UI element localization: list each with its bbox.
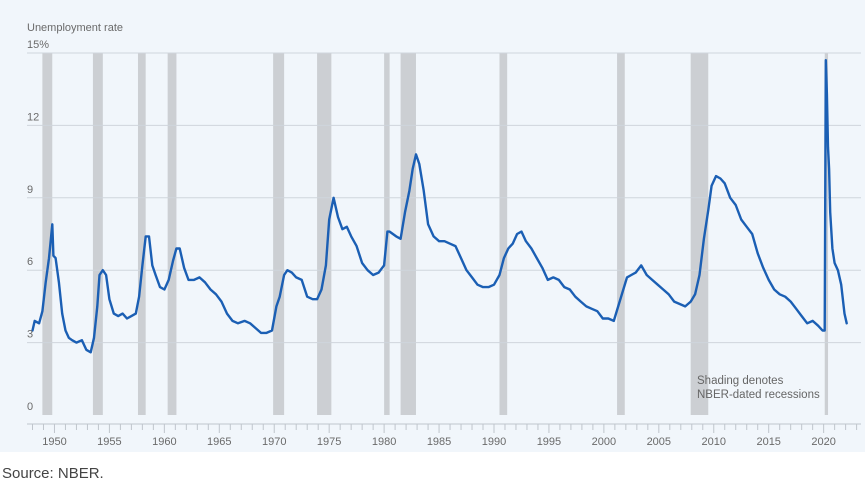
recession-band (499, 53, 508, 415)
x-tick-labels: 1950 1955 1960 1965 1970 1975 1980 1985 1990 1995… (42, 436, 836, 448)
x-tick-label: 2010 (702, 436, 726, 448)
recession-note-line-2: NBER-dated recessions (697, 389, 820, 401)
y-tick-label: 9 (27, 184, 33, 196)
x-tick-label: 1975 (317, 436, 341, 448)
recession-band (137, 53, 146, 415)
x-axis (27, 423, 861, 433)
unemployment-line (31, 59, 848, 354)
recession-note-line-1: Shading denotes (697, 375, 784, 387)
x-tick-label: 2000 (592, 436, 616, 448)
gridlines (27, 52, 861, 344)
x-tick-label: 1970 (262, 436, 286, 448)
recession-band (824, 53, 829, 415)
x-tick-label: 2015 (756, 436, 780, 448)
recession-band (92, 53, 103, 415)
y-tick-label: 15% (27, 39, 49, 51)
y-tick-label: 3 (27, 329, 33, 341)
x-tick-label: 1965 (207, 436, 231, 448)
x-tick-label: 2005 (647, 436, 671, 448)
recession-band (690, 53, 709, 415)
x-tick-label: 2020 (811, 436, 835, 448)
recession-bands (42, 53, 829, 415)
series-group (31, 59, 848, 354)
recession-band (167, 53, 177, 415)
y-tick-label: 0 (27, 401, 33, 413)
x-tick-label: 1995 (537, 436, 561, 448)
y-tick-label: 6 (27, 256, 33, 268)
x-tick-label: 1985 (427, 436, 451, 448)
x-tick-label: 1990 (482, 436, 506, 448)
y-axis-label: Unemployment rate (27, 22, 123, 34)
y-tick-labels: 15% 12 9 6 3 0 (27, 39, 49, 413)
recession-band (400, 53, 416, 415)
x-tick-label: 1980 (372, 436, 396, 448)
recession-band (317, 53, 332, 415)
recession-band (273, 53, 285, 415)
x-tick-label: 1955 (97, 436, 121, 448)
y-tick-label: 12 (27, 111, 39, 123)
recession-band (42, 53, 53, 415)
x-tick-label: 1960 (152, 436, 176, 448)
source-note: Source: NBER. (2, 465, 104, 482)
recession-band (617, 53, 625, 415)
x-tick-label: 1950 (42, 436, 66, 448)
